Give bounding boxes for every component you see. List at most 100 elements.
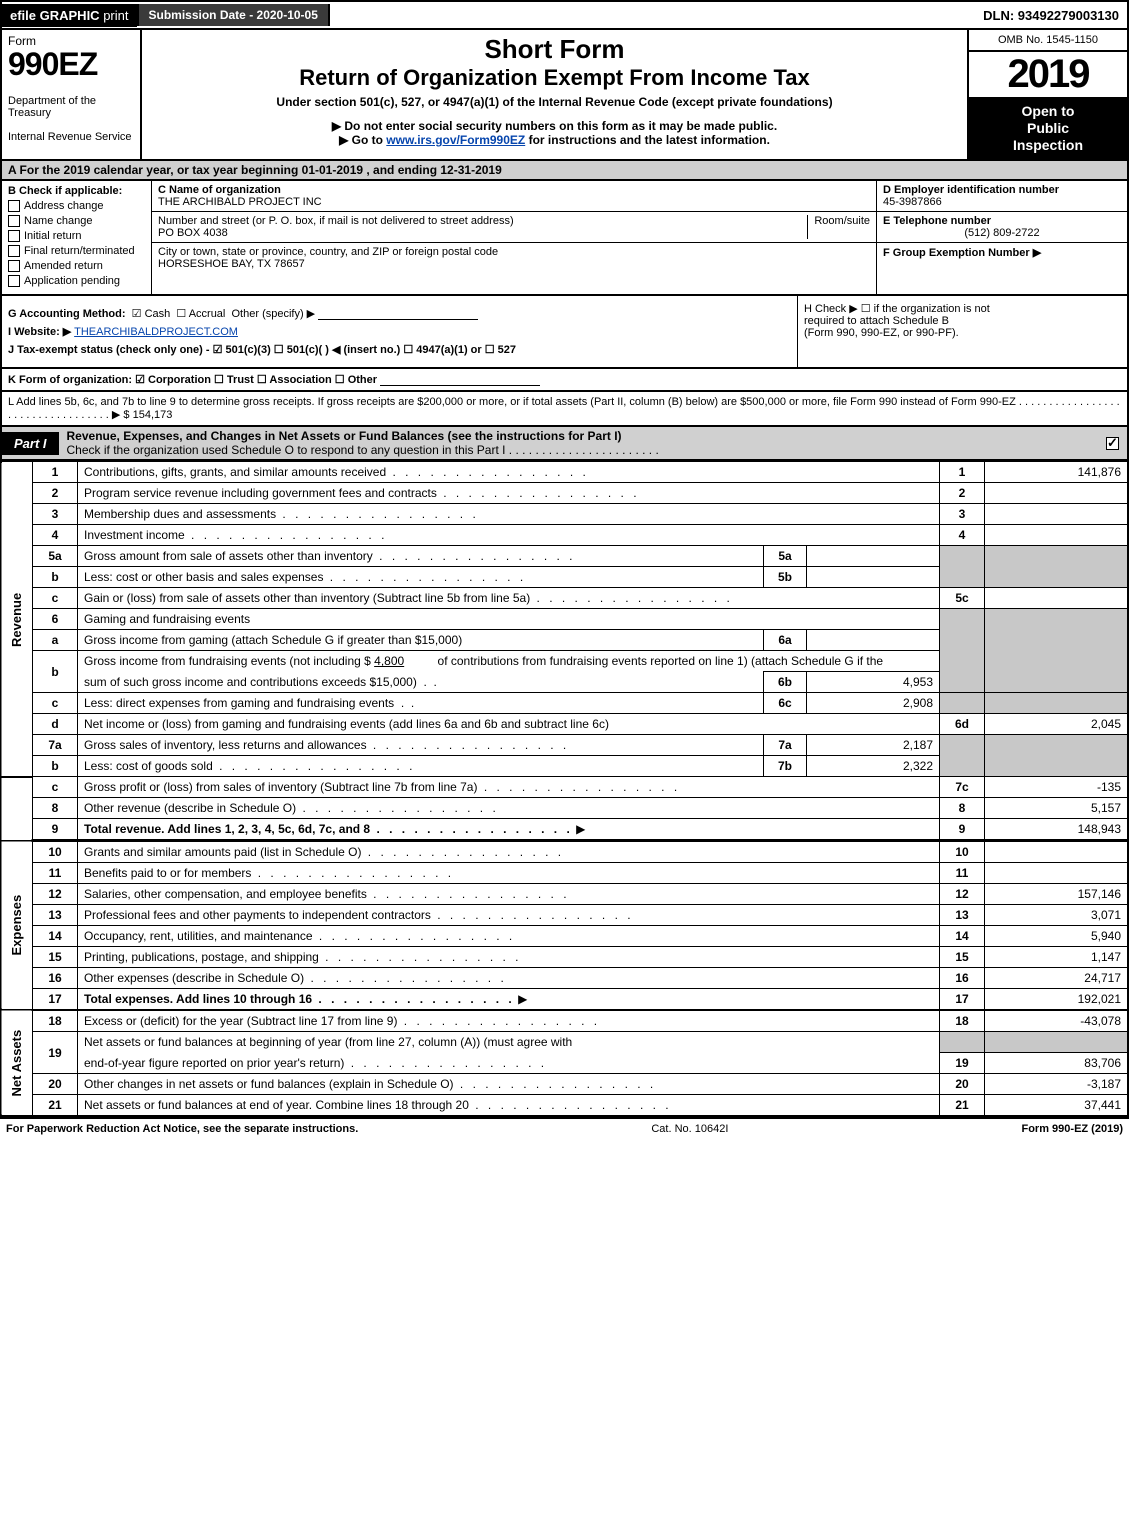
phone-value: (512) 809-2722 — [883, 227, 1121, 239]
ghi-left: G Accounting Method: ☑ Cash ☐ Accrual Ot… — [2, 296, 797, 367]
header-right: OMB No. 1545-1150 2019 Open to Public In… — [967, 30, 1127, 159]
table-row: 6 Gaming and fundraising events — [1, 609, 1128, 630]
table-row: end-of-year figure reported on prior yea… — [1, 1052, 1128, 1073]
table-row: 3 Membership dues and assessments 3 — [1, 504, 1128, 525]
part-1-title: Revenue, Expenses, and Changes in Net As… — [67, 427, 1098, 459]
ein-value: 45-3987866 — [883, 196, 1121, 208]
checkbox-icon — [8, 275, 20, 287]
row-l-gross-receipts: L Add lines 5b, 6c, and 7b to line 9 to … — [0, 392, 1129, 427]
table-row: c Less: direct expenses from gaming and … — [1, 693, 1128, 714]
row-l-amount: 154,173 — [133, 409, 173, 421]
group-exemption-label: F Group Exemption Number ▶ — [883, 247, 1041, 259]
tax-exempt-status-line: J Tax-exempt status (check only one) - ☑… — [8, 343, 791, 356]
h-text2: required to attach Schedule B — [804, 315, 1121, 327]
g-cash: Cash — [145, 308, 171, 320]
table-row: 2 Program service revenue including gove… — [1, 483, 1128, 504]
col-b-header: B Check if applicable: — [8, 185, 145, 197]
table-row: 12Salaries, other compensation, and empl… — [1, 884, 1128, 905]
checkbox-icon — [8, 215, 20, 227]
table-row: 15Printing, publications, postage, and s… — [1, 947, 1128, 968]
part-1-header: Part I Revenue, Expenses, and Changes in… — [0, 427, 1129, 461]
fundraising-amount-underline: 4,800 — [374, 654, 404, 668]
goto-pre: ▶ Go to — [339, 133, 386, 147]
row-k-form-of-org: K Form of organization: ☑ Corporation ☐ … — [0, 369, 1129, 392]
address-value: PO BOX 4038 — [158, 227, 787, 239]
check-address-change[interactable]: Address change — [8, 200, 145, 212]
website-line: I Website: ▶ THEARCHIBALDPROJECT.COM — [8, 325, 791, 338]
goto-line: ▶ Go to www.irs.gov/Form990EZ for instru… — [146, 133, 963, 147]
org-name-row: C Name of organization THE ARCHIBALD PRO… — [152, 181, 876, 212]
address-row: Number and street (or P. O. box, if mail… — [152, 212, 876, 243]
table-row: d Net income or (loss) from gaming and f… — [1, 714, 1128, 735]
table-row: 8 Other revenue (describe in Schedule O)… — [1, 798, 1128, 819]
website-link[interactable]: THEARCHIBALDPROJECT.COM — [74, 326, 238, 338]
city-value: HORSESHOE BAY, TX 78657 — [158, 258, 870, 270]
revenue-side-label: Revenue — [1, 462, 33, 777]
other-specify-blank[interactable] — [318, 307, 478, 320]
goto-link[interactable]: www.irs.gov/Form990EZ — [386, 133, 525, 147]
h-text3: (Form 990, 990-EZ, or 990-PF). — [804, 327, 1121, 339]
table-row: 20Other changes in net assets or fund ba… — [1, 1073, 1128, 1094]
page-footer: For Paperwork Reduction Act Notice, see … — [0, 1117, 1129, 1139]
ein-block: D Employer identification number 45-3987… — [877, 181, 1127, 212]
column-c-org-info: C Name of organization THE ARCHIBALD PRO… — [152, 181, 877, 294]
room-suite-label: Room/suite — [807, 215, 870, 239]
j-label: J Tax-exempt status (check only one) - ☑… — [8, 344, 516, 356]
check-amended-return[interactable]: Amended return — [8, 260, 145, 272]
g-other: Other (specify) ▶ — [232, 308, 316, 320]
table-row: 4 Investment income 4 — [1, 525, 1128, 546]
h-text1: H Check ▶ ☐ if the organization is not — [804, 302, 1121, 315]
table-row: 19 Net assets or fund balances at beginn… — [1, 1032, 1128, 1053]
row-a-tax-year: A For the 2019 calendar year, or tax yea… — [0, 161, 1129, 181]
table-row: 21Net assets or fund balances at end of … — [1, 1094, 1128, 1116]
short-form-title: Short Form — [146, 34, 963, 65]
column-d-ein-phone: D Employer identification number 45-3987… — [877, 181, 1127, 294]
table-row: 11Benefits paid to or for members11 — [1, 863, 1128, 884]
part-1-badge: Part I — [2, 432, 59, 455]
finance-table: Revenue 1 Contributions, gifts, grants, … — [0, 461, 1129, 1117]
efile-print: print — [103, 8, 128, 23]
inspection-l2: Public — [973, 120, 1123, 137]
part-1-subtitle: Check if the organization used Schedule … — [67, 443, 659, 457]
org-name-value: THE ARCHIBALD PROJECT INC — [158, 196, 870, 208]
inspection-l1: Open to — [973, 103, 1123, 120]
i-label: I Website: ▶ — [8, 326, 71, 338]
right-num: 1 — [940, 462, 985, 483]
schedule-o-checkbox[interactable] — [1106, 437, 1119, 450]
part-1-title-text: Revenue, Expenses, and Changes in Net As… — [67, 429, 622, 443]
table-row: c Gross profit or (loss) from sales of i… — [1, 777, 1128, 798]
check-application-pending[interactable]: Application pending — [8, 275, 145, 287]
table-row: Expenses 10 Grants and similar amounts p… — [1, 841, 1128, 863]
table-row: 13Professional fees and other payments t… — [1, 905, 1128, 926]
form-number: 990EZ — [8, 46, 134, 83]
goto-post: for instructions and the latest informat… — [529, 133, 770, 147]
dept-irs: Internal Revenue Service — [8, 131, 134, 143]
check-final-return[interactable]: Final return/terminated — [8, 245, 145, 257]
checkbox-icon — [8, 230, 20, 242]
footer-form-ref: Form 990-EZ (2019) — [1021, 1123, 1123, 1135]
org-name-label: C Name of organization — [158, 184, 870, 196]
table-row: c Gain or (loss) from sale of assets oth… — [1, 588, 1128, 609]
netassets-side-label: Net Assets — [1, 1010, 33, 1116]
table-row: Revenue 1 Contributions, gifts, grants, … — [1, 462, 1128, 483]
g-accrual: Accrual — [189, 308, 226, 320]
expenses-side-label: Expenses — [1, 841, 33, 1011]
checkbox-icon — [8, 245, 20, 257]
check-initial-return[interactable]: Initial return — [8, 230, 145, 242]
check-name-change[interactable]: Name change — [8, 215, 145, 227]
g-label: G Accounting Method: — [8, 308, 126, 320]
table-row: 5a Gross amount from sale of assets othe… — [1, 546, 1128, 567]
address-label: Number and street (or P. O. box, if mail… — [158, 215, 787, 227]
checkbox-icon — [8, 260, 20, 272]
checkbox-icon — [8, 200, 20, 212]
group-exemption-block: F Group Exemption Number ▶ — [877, 243, 1127, 262]
column-b-checkboxes: B Check if applicable: Address change Na… — [2, 181, 152, 294]
h-block: H Check ▶ ☐ if the organization is not r… — [797, 296, 1127, 367]
city-row: City or town, state or province, country… — [152, 243, 876, 273]
table-row: 17Total expenses. Add lines 10 through 1… — [1, 989, 1128, 1011]
row-l-text: L Add lines 5b, 6c, and 7b to line 9 to … — [8, 396, 1120, 421]
table-row: Net Assets 18 Excess or (deficit) for th… — [1, 1010, 1128, 1032]
other-org-blank[interactable] — [380, 373, 540, 386]
row-ghij: G Accounting Method: ☑ Cash ☐ Accrual Ot… — [0, 296, 1129, 369]
dept-treasury: Department of the Treasury — [8, 95, 134, 119]
